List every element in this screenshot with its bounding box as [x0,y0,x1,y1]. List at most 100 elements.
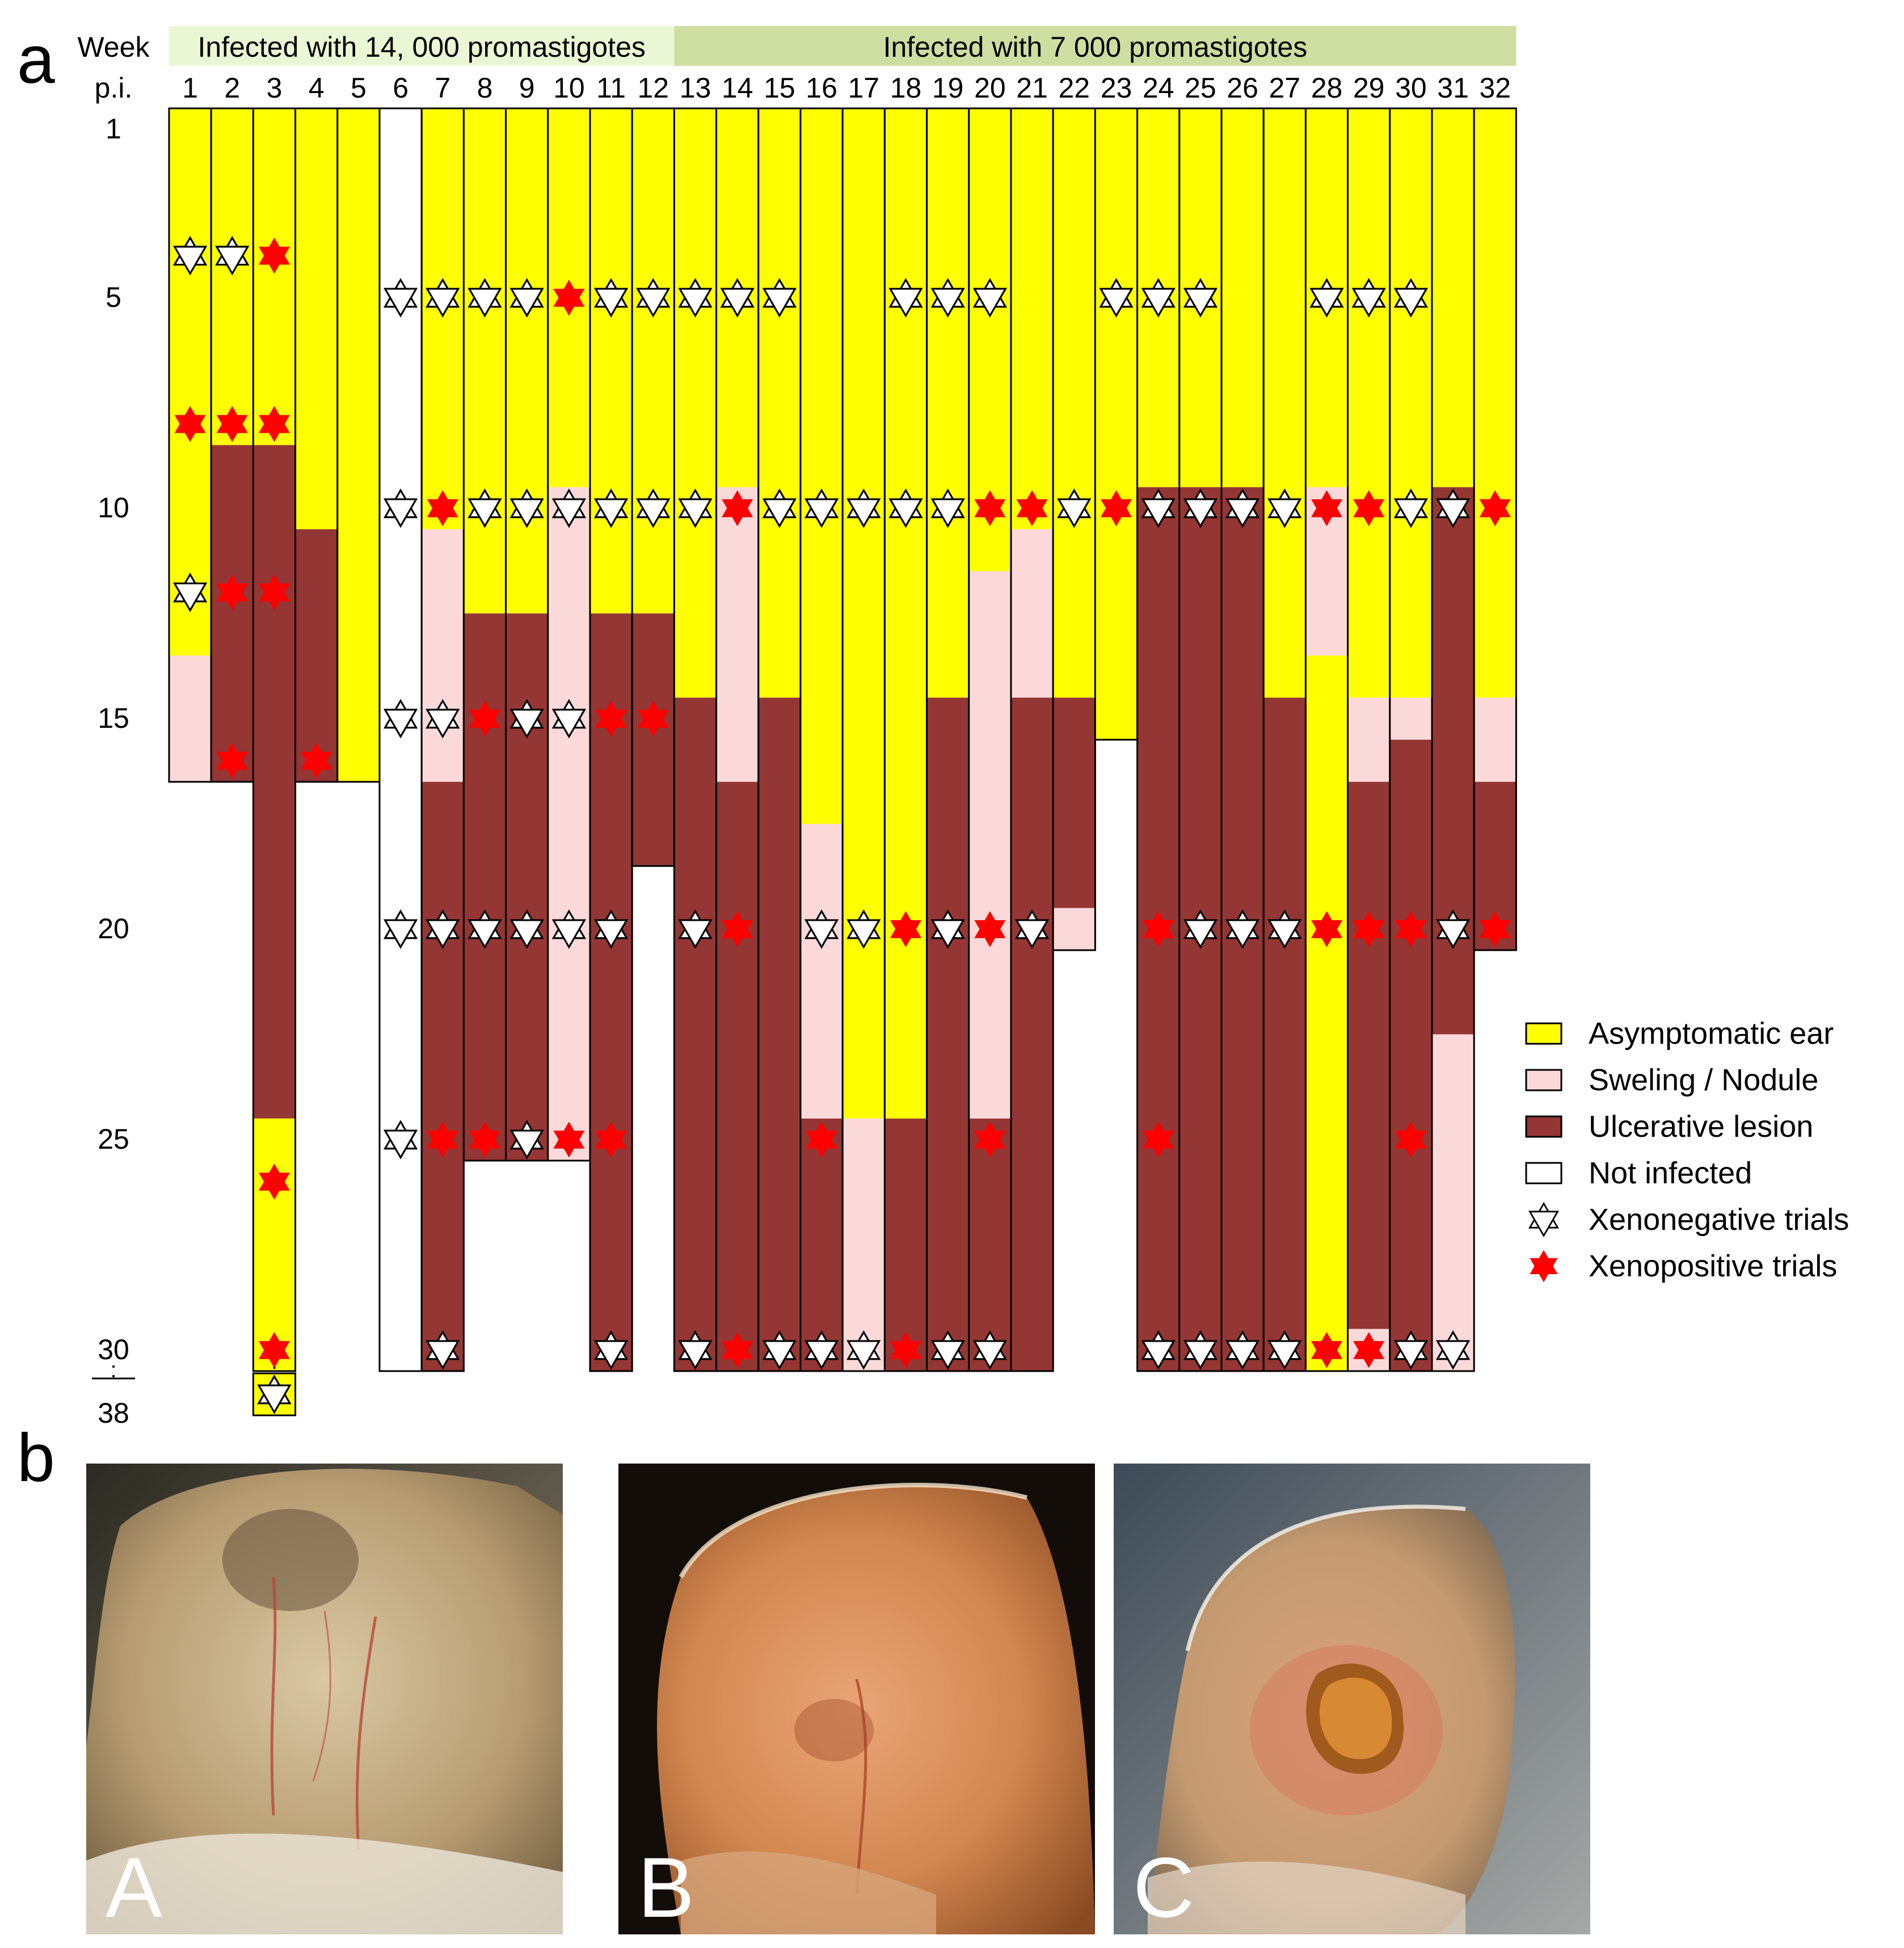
animal-column [1220,107,1265,1372]
y-tick-label: 1 [106,113,121,145]
status-segment [716,487,759,782]
legend-star-negative [1529,1203,1558,1237]
animal-column [589,107,633,1372]
status-segment [1011,529,1054,698]
photo-letter-b: B [638,1840,695,1934]
animal-number: 26 [1227,72,1258,104]
status-segment [380,108,422,1371]
status-segment [590,108,633,614]
y-tick-label: 25 [98,1123,129,1155]
status-segment [1095,108,1138,740]
status-segment [1011,108,1054,529]
legend-item: Ulcerative lesion [1525,1110,1813,1144]
status-segment [295,529,338,782]
animal-column [883,107,928,1372]
animal-number: 14 [722,72,753,104]
group-label: Infected with 7 000 promastigotes [883,31,1308,63]
status-segment [716,782,759,1371]
status-segment [1432,108,1475,487]
animal-column [547,107,591,1162]
status-segment [1389,108,1432,698]
status-segment [1474,108,1517,698]
animal-number: 10 [553,72,585,104]
status-segment [632,108,675,614]
animal-number: 5 [351,72,367,104]
animal-number: 12 [637,72,669,104]
animal-number: 25 [1185,72,1216,104]
animal-number: 11 [596,72,626,104]
animal-column [1094,107,1139,741]
status-segment [1347,697,1390,782]
legend-item: Xenopositive trials [1530,1249,1837,1283]
status-segment [422,108,464,529]
status-segment [1347,108,1390,698]
photo-letter-c: C [1133,1840,1195,1934]
y-tick-label: 10 [98,492,129,524]
animal-number: 19 [932,72,964,104]
status-segment [1389,740,1432,1371]
legend-star-positive [1530,1250,1558,1283]
animal-column [336,107,381,783]
photo-swollen-ear: B [618,1464,1095,1934]
legend-item: Asymptomatic ear [1525,1017,1834,1051]
animal-column [926,107,970,1372]
animal-column [1473,107,1517,951]
status-segment [1474,697,1517,782]
legend-label: Xenopositive trials [1589,1249,1837,1283]
status-segment [1347,782,1390,1329]
animal-number: 7 [435,72,450,104]
status-segment [1053,108,1096,698]
status-segment [253,445,296,1119]
animal-number: 27 [1269,72,1300,104]
status-segment [464,613,506,1161]
status-segment [1389,697,1432,740]
status-segment [968,571,1011,1119]
animal-column [1136,107,1181,1372]
animal-column [462,107,507,1162]
status-segment [926,697,969,1371]
status-segment [422,529,464,782]
animal-column [210,107,254,783]
status-segment [337,108,380,782]
status-segment [1011,697,1054,1371]
panel-b-label: b [17,1420,55,1496]
status-segment [926,108,969,698]
week-header: Week [78,31,150,63]
y-break-label-bottom: 38 [98,1397,129,1429]
status-segment [422,782,464,1371]
legend-swatch [1525,1162,1562,1184]
status-segment [632,613,675,866]
status-segment [1221,108,1264,487]
legend-swatch [1525,1115,1562,1138]
animal-number: 13 [680,72,711,104]
status-segment [758,108,801,698]
animal-number: 1 [182,72,198,104]
status-segment [1305,655,1348,1371]
status-segment [1053,697,1096,908]
panel-a-label: a [17,22,55,98]
status-segment [169,108,212,656]
status-segment [464,108,506,614]
status-segment [253,1118,296,1371]
status-segment [211,108,254,445]
status-segment [295,108,338,529]
animal-column [1389,107,1433,1372]
group-label: Infected with 14, 000 promastigotes [198,31,646,63]
animal-number: 28 [1311,72,1343,104]
y-tick-label: 15 [98,702,129,734]
status-segment [506,108,548,614]
group-band [169,26,675,66]
animal-number: 8 [477,72,493,104]
status-segment [1432,487,1475,1035]
status-segment [590,613,633,1371]
legend-swatch [1525,1022,1562,1045]
legend-swatch [1525,1069,1562,1091]
legend-item: Not infected [1525,1156,1752,1190]
status-segment [843,108,885,1119]
animal-number: 2 [224,72,240,104]
legend-item: Sweling / Nodule [1525,1063,1818,1097]
animal-number: 4 [309,72,325,104]
y-break-dots: : [110,1357,116,1382]
status-segment [1263,108,1306,698]
ear-illustration-c [1114,1464,1590,1934]
